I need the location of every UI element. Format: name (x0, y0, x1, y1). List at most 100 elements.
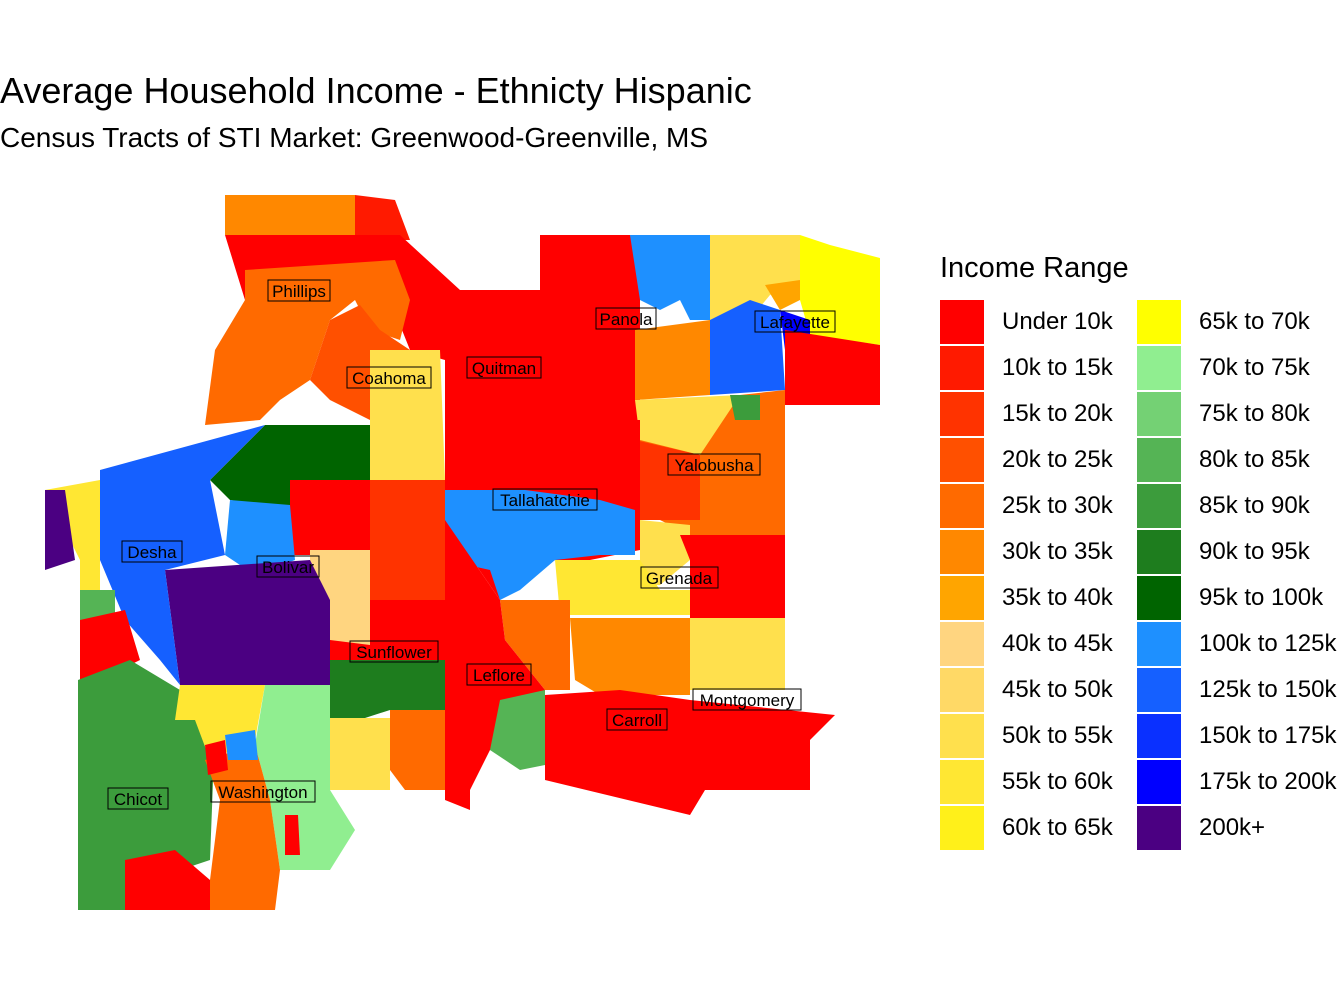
legend-label: 95k to 100k (1199, 584, 1324, 611)
tract (355, 195, 410, 240)
county-label: Panola (595, 307, 657, 330)
tract (710, 235, 800, 325)
legend-label: 90k to 95k (1199, 538, 1310, 565)
svg-text:Grenada: Grenada (646, 569, 713, 588)
svg-text:Quitman: Quitman (472, 359, 536, 378)
legend-key (940, 668, 984, 712)
legend-key (1137, 760, 1181, 804)
legend-label: 175k to 200k (1199, 768, 1337, 795)
county-label: Quitman (466, 356, 542, 379)
tract (205, 260, 410, 425)
tract (290, 480, 370, 555)
legend-label: 20k to 25k (1002, 446, 1113, 473)
legend-key (1137, 714, 1181, 758)
county-label: Bolivar (256, 555, 320, 578)
legend-key (940, 576, 984, 620)
county-label: Phillips (267, 279, 331, 302)
tract (555, 560, 690, 615)
legend-key (940, 530, 984, 574)
tract (635, 320, 710, 400)
tract (545, 690, 835, 815)
legend-key (940, 438, 984, 482)
legend-label: 25k to 30k (1002, 492, 1113, 519)
legend-key (940, 622, 984, 666)
legend-label: 55k to 60k (1002, 768, 1113, 795)
tract (785, 330, 880, 405)
svg-text:Sunflower: Sunflower (356, 643, 432, 662)
tract (285, 815, 300, 855)
legend-label: 100k to 125k (1199, 630, 1337, 657)
tract (680, 535, 785, 618)
legend-label: 35k to 40k (1002, 584, 1113, 611)
legend-label: 70k to 75k (1199, 354, 1310, 381)
tract (45, 490, 75, 570)
legend-label: 75k to 80k (1199, 400, 1310, 427)
svg-text:Bolivar: Bolivar (262, 558, 314, 577)
tract (80, 610, 140, 690)
legend-key (1137, 300, 1181, 344)
tract (165, 560, 330, 685)
legend-title: Income Range (940, 252, 1129, 284)
svg-text:Desha: Desha (127, 543, 177, 562)
legend-key (1137, 484, 1181, 528)
legend-key (940, 484, 984, 528)
legend-key (940, 346, 984, 390)
county-label: Tallahatchie (492, 488, 598, 511)
svg-text:Tallahatchie: Tallahatchie (500, 491, 590, 510)
tract (330, 718, 390, 790)
tract (765, 280, 800, 310)
legend-label: 45k to 50k (1002, 676, 1113, 703)
svg-text:Lafayette: Lafayette (760, 313, 830, 332)
legend-key (940, 714, 984, 758)
tract (690, 618, 785, 690)
legend-key (1137, 806, 1181, 850)
tract (445, 490, 635, 600)
legend-label: Under 10k (1002, 308, 1113, 335)
svg-text:Montgomery: Montgomery (700, 691, 795, 710)
legend: Income Range Under 10k 10k to 15k 15k to 2… (940, 250, 1344, 870)
legend-key (1137, 530, 1181, 574)
svg-text:Leflore: Leflore (473, 666, 525, 685)
tract (125, 850, 210, 910)
tract (570, 618, 690, 695)
legend-label: 50k to 55k (1002, 722, 1113, 749)
svg-text:Phillips: Phillips (272, 282, 326, 301)
legend-label: 10k to 15k (1002, 354, 1113, 381)
tract (205, 740, 228, 775)
tract (205, 745, 280, 910)
county-label: Chicot (107, 787, 169, 810)
county-label: Montgomery (692, 688, 802, 711)
legend-key (1137, 576, 1181, 620)
tract (800, 235, 880, 345)
svg-text:Coahoma: Coahoma (352, 369, 426, 388)
tract (255, 685, 355, 870)
legend-label: 125k to 150k (1199, 676, 1337, 703)
tract (390, 710, 445, 790)
legend-label: 30k to 35k (1002, 538, 1113, 565)
legend-key (1137, 438, 1181, 482)
legend-label: 65k to 70k (1199, 308, 1310, 335)
legend-key (1137, 668, 1181, 712)
tract (730, 395, 760, 420)
county-label: Yalobusha (667, 453, 761, 476)
tract (630, 235, 710, 320)
legend-key (940, 806, 984, 850)
tract (490, 690, 545, 770)
tract (225, 195, 355, 235)
tract (330, 660, 445, 718)
choropleth-map: Phillips Panola Lafayette Coahoma Quitma… (45, 195, 880, 910)
legend-label: 85k to 90k (1199, 492, 1310, 519)
legend-label: 40k to 45k (1002, 630, 1113, 657)
county-label: Grenada (640, 566, 719, 589)
svg-text:Panola: Panola (600, 310, 653, 329)
svg-text:Chicot: Chicot (114, 790, 162, 809)
county-label: Carroll (606, 708, 668, 731)
svg-text:Yalobusha: Yalobusha (674, 456, 754, 475)
county-label: Coahoma (346, 366, 432, 389)
tract (78, 660, 215, 910)
legend-label: 150k to 175k (1199, 722, 1337, 749)
legend-key (940, 760, 984, 804)
chart-title: Average Household Income - Ethnicty Hisp… (0, 70, 752, 111)
county-label: Sunflower (349, 640, 439, 663)
tract (635, 440, 700, 520)
